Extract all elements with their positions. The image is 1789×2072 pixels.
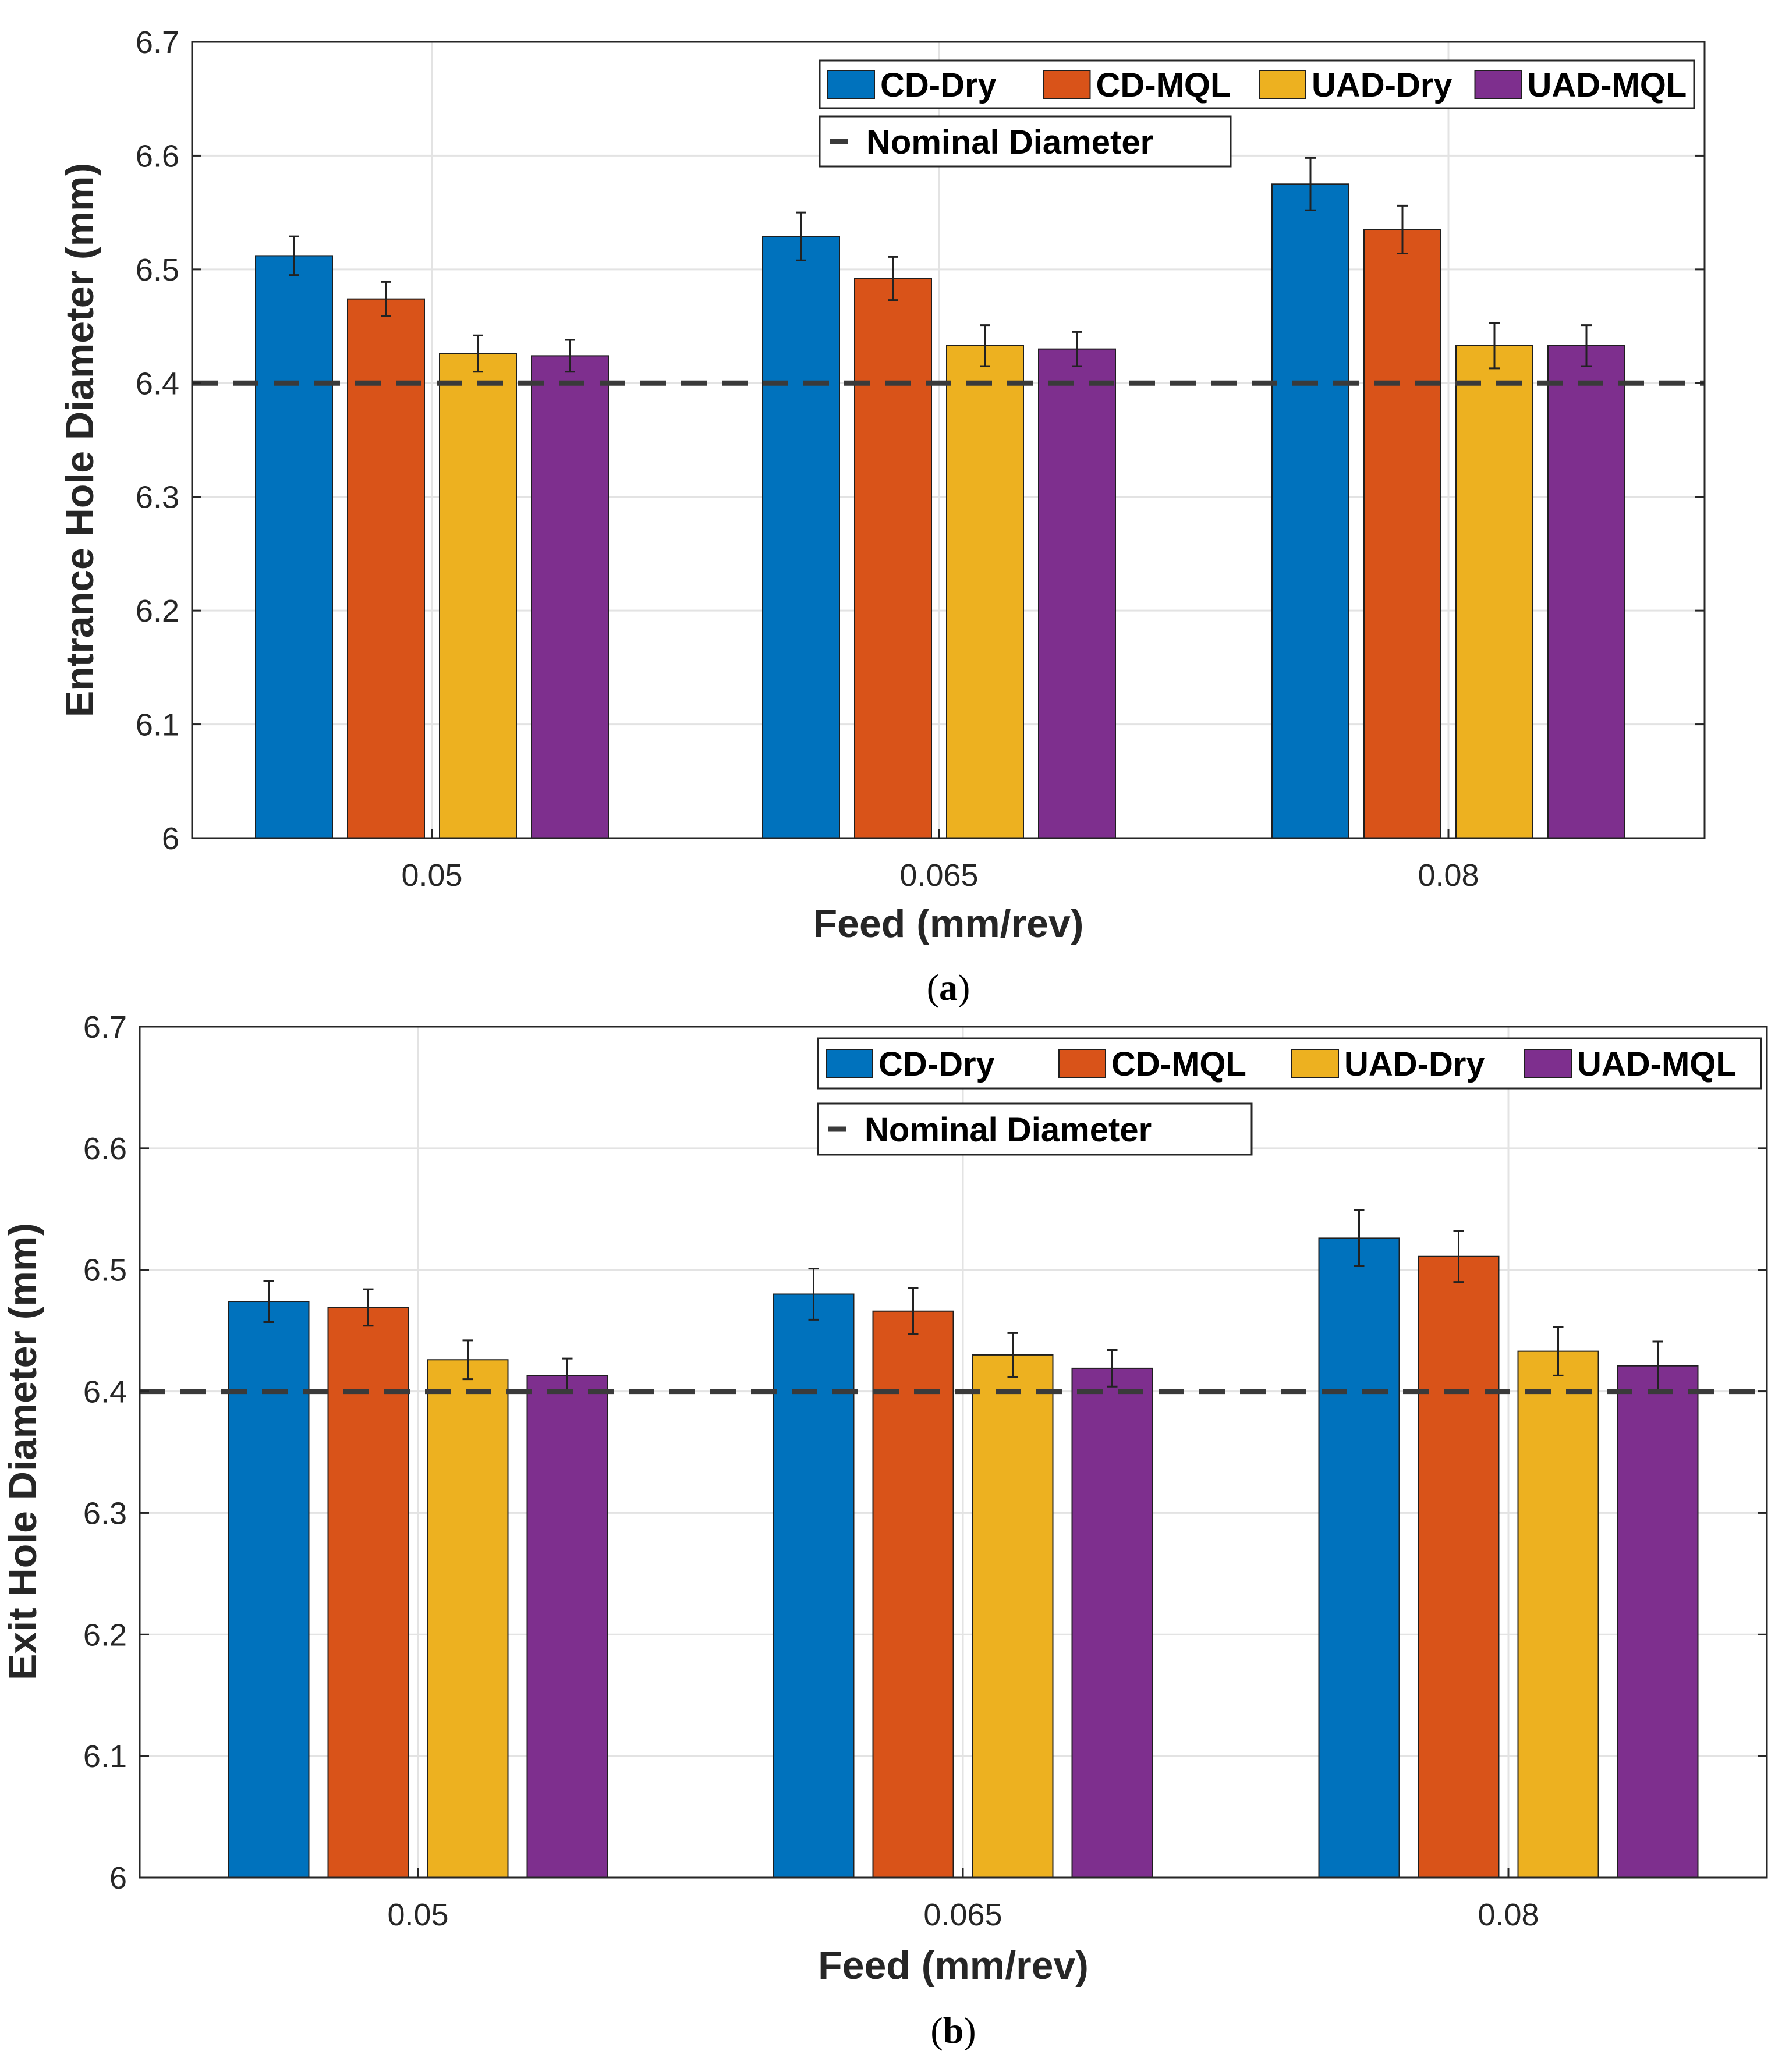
bar-cd-dry-0.08 xyxy=(1318,1237,1400,1878)
legend-label-nominal-diameter: Nominal Diameter xyxy=(865,1111,1152,1149)
caption-open: ( xyxy=(927,967,939,1008)
bar-uad-dry-0.05 xyxy=(427,1359,509,1878)
y-tick-label: 6.1 xyxy=(83,1739,127,1774)
y-tick-label: 6 xyxy=(109,1861,127,1896)
y-tick-label: 6.7 xyxy=(83,1010,127,1045)
bar-cd-mql-0.065 xyxy=(854,278,932,839)
y-tick-label: 6.7 xyxy=(136,25,179,60)
y-tick-label: 6.2 xyxy=(83,1617,127,1652)
legend-swatch-uad-dry xyxy=(1291,1049,1339,1078)
bar-cd-mql-0.065 xyxy=(872,1310,954,1879)
legend-swatch-cd-mql xyxy=(1043,70,1091,99)
y-tick-label: 6.6 xyxy=(83,1131,127,1166)
legend-label-uad-dry: UAD-Dry xyxy=(1312,66,1453,104)
caption-close: ) xyxy=(958,967,970,1008)
x-tick-label: 0.065 xyxy=(899,858,978,893)
axes-box xyxy=(139,1026,1768,1879)
x-axis-label: Feed (mm/rev) xyxy=(818,1943,1089,1988)
bar-cd-dry-0.065 xyxy=(762,236,840,839)
legend-label-uad-mql: UAD-MQL xyxy=(1577,1045,1737,1083)
legend-swatch-cd-mql xyxy=(1058,1049,1106,1078)
y-tick-label: 6 xyxy=(162,821,179,856)
bar-cd-dry-0.05 xyxy=(228,1301,310,1878)
chart-b: 6 6.1 6.2 6.3 6.4 6.5 6.6 6.7 0.05 0.065 0.08 Exit … xyxy=(1,1010,1768,2051)
bar-cd-dry-0.08 xyxy=(1271,183,1349,839)
bar-uad-mql-0.08 xyxy=(1547,345,1625,839)
x-tick-label: 0.05 xyxy=(401,858,462,893)
y-axis-label: Exit Hole Diameter (mm) xyxy=(1,1223,45,1680)
bar-uad-dry-0.065 xyxy=(946,345,1024,839)
legend-label-cd-mql: CD-MQL xyxy=(1096,66,1231,104)
bar-cd-dry-0.05 xyxy=(255,255,333,839)
legend-label-cd-mql: CD-MQL xyxy=(1111,1045,1246,1083)
y-tick-label: 6.5 xyxy=(83,1253,127,1288)
caption-letter: a xyxy=(939,967,958,1008)
y-tick-label: 6.6 xyxy=(136,139,179,173)
legend-swatch-cd-dry xyxy=(826,1049,873,1078)
y-tick-label: 6.2 xyxy=(136,594,179,629)
x-axis-label: Feed (mm/rev) xyxy=(813,902,1084,946)
y-tick-label: 6.3 xyxy=(136,480,179,515)
bar-uad-dry-0.05 xyxy=(439,353,517,839)
bar-cd-dry-0.065 xyxy=(773,1293,855,1878)
legend-label-cd-dry: CD-Dry xyxy=(880,66,997,104)
bar-cd-mql-0.08 xyxy=(1363,229,1441,839)
bar-uad-mql-0.05 xyxy=(526,1375,608,1878)
bar-uad-mql-0.065 xyxy=(1071,1367,1153,1879)
bar-uad-dry-0.08 xyxy=(1517,1350,1599,1879)
legend-label-uad-mql: UAD-MQL xyxy=(1528,66,1687,104)
caption-a: (a) xyxy=(927,967,970,1008)
y-tick-label: 6.1 xyxy=(136,708,179,743)
y-tick-label: 6.4 xyxy=(136,366,179,401)
caption-open: ( xyxy=(930,2010,943,2051)
chart-a: 6 6.1 6.2 6.3 6.4 6.5 6.6 6.7 0.05 0.065 0.08 Entra… xyxy=(58,25,1706,1008)
bar-cd-mql-0.08 xyxy=(1418,1255,1500,1878)
bar-uad-mql-0.05 xyxy=(531,355,609,839)
legend-label-nominal-diameter: Nominal Diameter xyxy=(866,123,1153,161)
bar-cd-mql-0.05 xyxy=(347,298,425,839)
bar-uad-mql-0.08 xyxy=(1617,1365,1699,1878)
x-tick-label: 0.08 xyxy=(1478,1897,1539,1932)
x-tick-label: 0.08 xyxy=(1418,858,1479,893)
caption-b: (b) xyxy=(930,2010,976,2051)
legend-swatch-cd-dry xyxy=(827,70,875,99)
legend-swatch-uad-dry xyxy=(1259,70,1306,99)
legend-box xyxy=(817,1037,1762,1090)
y-tick-label: 6.4 xyxy=(83,1375,127,1410)
bar-cd-mql-0.05 xyxy=(327,1307,409,1878)
y-tick-label: 6.5 xyxy=(136,253,179,288)
y-axis-label: Entrance Hole Diameter (mm) xyxy=(58,163,102,717)
legend-box xyxy=(819,115,1232,168)
legend-box xyxy=(817,1102,1253,1156)
x-tick-label: 0.05 xyxy=(387,1897,448,1932)
bar-uad-dry-0.065 xyxy=(972,1354,1054,1878)
axes-box xyxy=(191,41,1706,839)
legend-label-uad-dry: UAD-Dry xyxy=(1344,1045,1485,1083)
caption-close: ) xyxy=(963,2010,976,2051)
bar-uad-dry-0.08 xyxy=(1455,345,1533,839)
bar-uad-mql-0.065 xyxy=(1038,348,1116,839)
legend-swatch-uad-mql xyxy=(1474,70,1522,99)
caption-letter: b xyxy=(943,2010,964,2051)
legend-box xyxy=(819,59,1695,109)
y-tick-label: 6.3 xyxy=(83,1496,127,1531)
legend-label-cd-dry: CD-Dry xyxy=(878,1045,995,1083)
legend-swatch-uad-mql xyxy=(1524,1049,1572,1078)
x-tick-label: 0.065 xyxy=(923,1897,1002,1932)
